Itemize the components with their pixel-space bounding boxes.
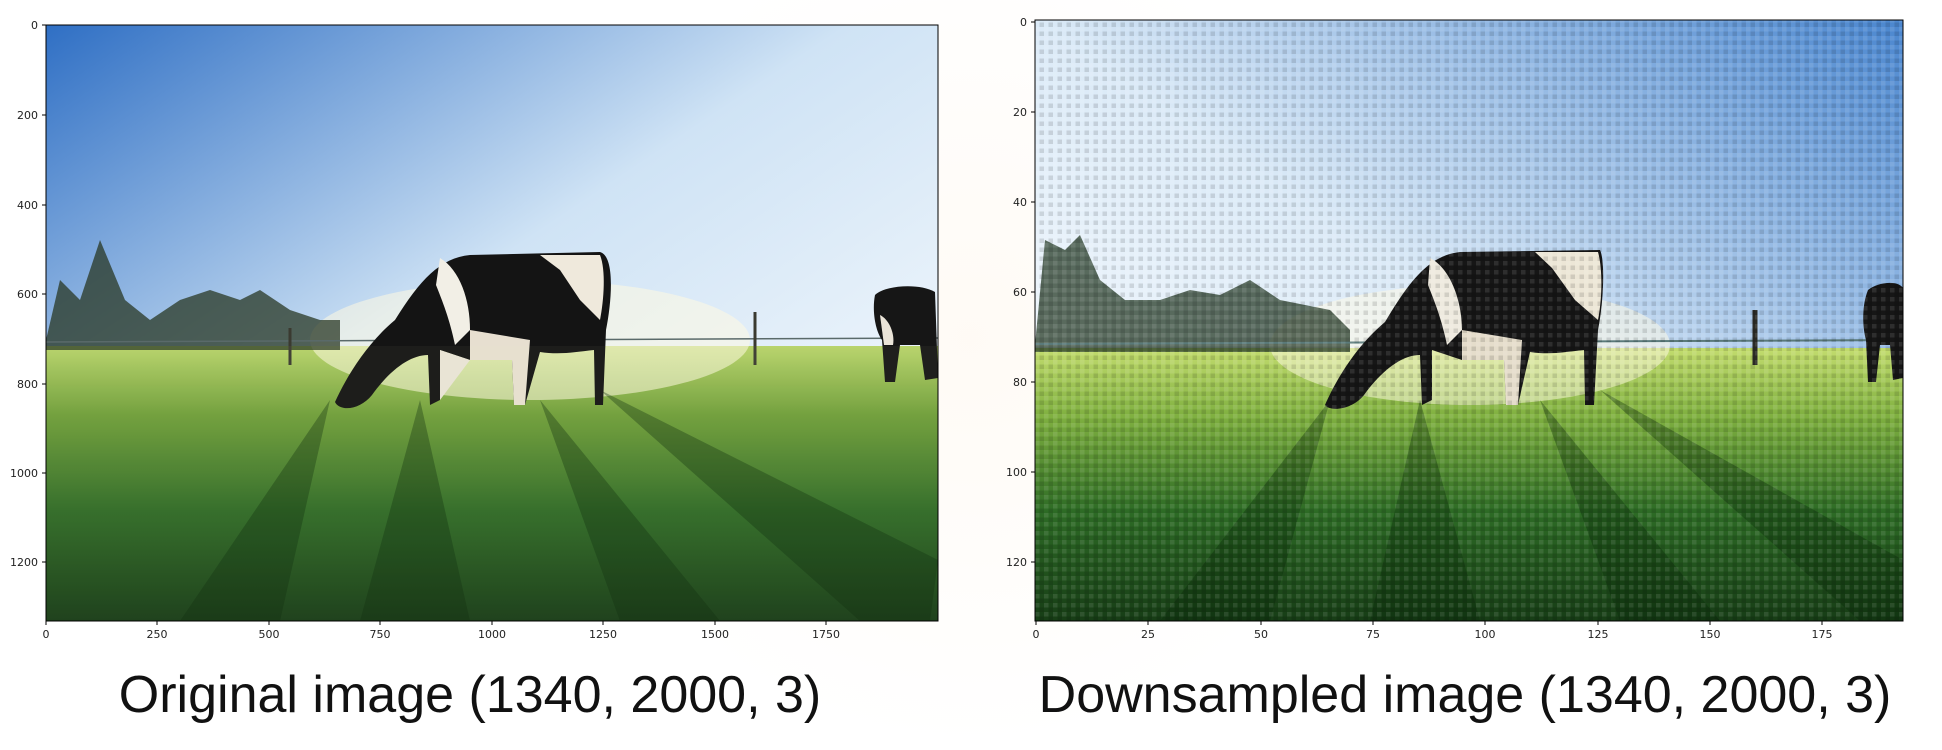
downsampled-image-panel — [1034, 19, 1904, 622]
x-tick-label: 75 — [1366, 628, 1380, 641]
y-tick-label: 1000 — [10, 467, 38, 480]
y-tick-label: 100 — [1006, 466, 1027, 479]
second-cow — [873, 286, 938, 382]
x-tick-label: 50 — [1254, 628, 1268, 641]
y-tick-label: 200 — [17, 109, 38, 122]
y-tick-label: 800 — [17, 378, 38, 391]
y-tick-label: 20 — [1013, 106, 1027, 119]
y-tick-label: 600 — [17, 288, 38, 301]
x-tick-label: 500 — [259, 628, 280, 641]
downsampled-frame — [1034, 19, 1904, 622]
x-tick-label: 1750 — [812, 628, 840, 641]
downsampled-y-axis: 0 20 40 60 80 100 120 — [1006, 16, 1035, 569]
x-tick-label: 1500 — [701, 628, 729, 641]
grass-texture — [46, 346, 938, 621]
x-tick-label: 100 — [1475, 628, 1496, 641]
cow — [335, 252, 611, 409]
original-y-axis: 0 200 400 600 800 1000 1200 — [10, 19, 46, 569]
x-tick-label: 250 — [147, 628, 168, 641]
x-tick-label: 175 — [1812, 628, 1833, 641]
trees — [46, 240, 340, 350]
cow-shadows — [180, 390, 938, 621]
x-tick-label: 1250 — [589, 628, 617, 641]
x-tick-label: 25 — [1141, 628, 1155, 641]
original-image-caption: Original image (1340, 2000, 3) — [118, 666, 822, 724]
x-tick-label: 150 — [1700, 628, 1721, 641]
x-tick-label: 750 — [370, 628, 391, 641]
pixel-grid-texture — [1035, 20, 1903, 621]
y-tick-label: 0 — [31, 19, 38, 32]
y-tick-label: 120 — [1006, 556, 1027, 569]
y-tick-label: 0 — [1020, 16, 1027, 29]
x-tick-label: 125 — [1588, 628, 1609, 641]
original-image-panel — [45, 24, 939, 622]
y-tick-label: 1200 — [10, 556, 38, 569]
downsampled-image-caption: Downsampled image (1340, 2000, 3) — [1038, 666, 1892, 724]
original-x-axis: 0 250 500 750 1000 1250 1500 1750 — [43, 621, 840, 641]
x-tick-label: 0 — [1033, 628, 1040, 641]
downsampled-x-axis: 0 25 50 75 100 125 150 175 — [1033, 621, 1833, 641]
figure-canvas: 0 200 400 600 800 1000 1200 0 250 500 75… — [10, 16, 1904, 641]
y-tick-label: 40 — [1013, 196, 1027, 209]
y-tick-label: 400 — [17, 199, 38, 212]
y-tick-label: 80 — [1013, 376, 1027, 389]
y-tick-label: 60 — [1013, 286, 1027, 299]
x-tick-label: 1000 — [478, 628, 506, 641]
x-tick-label: 0 — [43, 628, 50, 641]
